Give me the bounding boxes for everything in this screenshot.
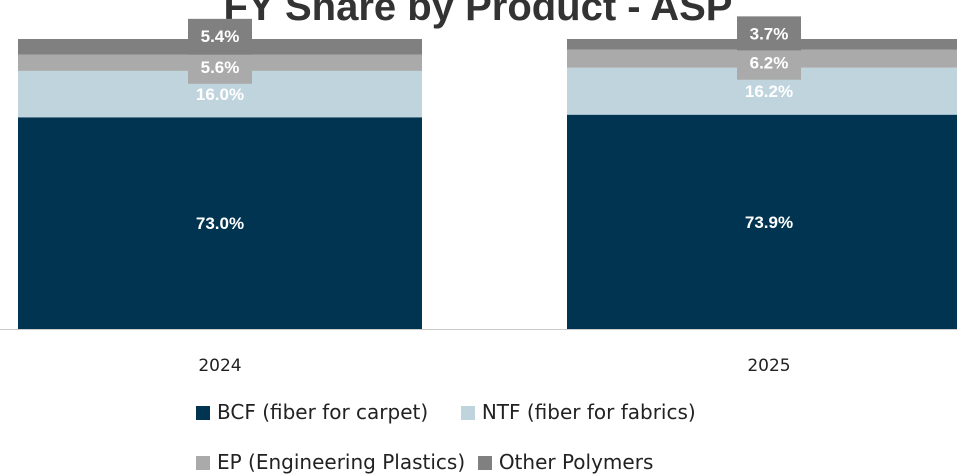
legend-item-ntf: NTF (fiber for fabrics) (460, 399, 696, 425)
x-tick-label-2025: 2025 (747, 356, 790, 376)
legend-item-other: Other Polymers (477, 449, 654, 475)
bar-2025-bcf (567, 114, 957, 329)
legend-item-ep: EP (Engineering Plastics) (196, 449, 465, 475)
data-label-2024-other: 5.4% (201, 27, 240, 46)
data-label-2025-ep: 6.2% (750, 54, 789, 73)
x-tick-labels: 2024 2025 (198, 356, 790, 376)
data-label-box-2024-other (188, 18, 252, 53)
legend-label-ntf: NTF (fiber for fabrics) (481, 400, 696, 424)
legend-swatch-ntf (460, 406, 475, 420)
data-label-2024-ntf: 16.0% (196, 85, 244, 104)
data-label-2024-bcf: 73.0% (196, 214, 244, 233)
data-label-box-2024-ep (188, 49, 252, 84)
data-label-2025-bcf: 73.9% (745, 213, 793, 232)
x-tick-label-2024: 2024 (198, 356, 241, 376)
legend-row-2: EP (Engineering Plastics) Other Polymers (196, 448, 653, 474)
chart-title: FY Share by Product - ASP (223, 0, 732, 29)
legend-item-bcf: BCF (fiber for carpet) (196, 399, 428, 425)
legend-label-ep: EP (Engineering Plastics) (217, 450, 466, 474)
legend-swatch-other (477, 456, 492, 470)
bars-layer: 73.0% 16.0% 5.6% 5.4% 73.9% 16.2% 6.2% 3.7% (18, 16, 957, 329)
legend-swatch-ep (196, 456, 210, 470)
data-label-2025-other: 3.7% (750, 24, 789, 43)
bar-2024-bcf (18, 117, 422, 329)
data-label-2025-ntf: 16.2% (745, 82, 793, 101)
data-label-2024-ep: 5.6% (201, 58, 240, 77)
legend-swatch-bcf (196, 406, 210, 420)
legend-row-1: BCF (fiber for carpet) NTF (fiber for fa… (196, 398, 696, 424)
data-label-box-2025-other (737, 16, 801, 51)
legend-label-other: Other Polymers (498, 450, 654, 474)
data-label-box-2025-ep (737, 45, 801, 80)
legend-label-bcf: BCF (fiber for carpet) (217, 400, 429, 424)
